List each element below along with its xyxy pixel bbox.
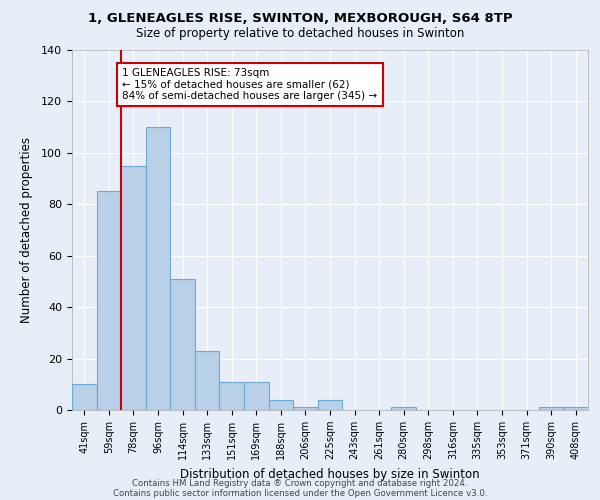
Text: 1, GLENEAGLES RISE, SWINTON, MEXBOROUGH, S64 8TP: 1, GLENEAGLES RISE, SWINTON, MEXBOROUGH,… <box>88 12 512 26</box>
X-axis label: Distribution of detached houses by size in Swinton: Distribution of detached houses by size … <box>180 468 480 480</box>
Bar <box>170 279 195 410</box>
Bar <box>293 408 318 410</box>
Bar <box>244 382 269 410</box>
Y-axis label: Number of detached properties: Number of detached properties <box>20 137 33 323</box>
Bar <box>563 408 588 410</box>
Text: Size of property relative to detached houses in Swinton: Size of property relative to detached ho… <box>136 28 464 40</box>
Bar <box>391 408 416 410</box>
Bar <box>269 400 293 410</box>
Bar <box>220 382 244 410</box>
Bar <box>121 166 146 410</box>
Bar <box>318 400 342 410</box>
Text: 1 GLENEAGLES RISE: 73sqm
← 15% of detached houses are smaller (62)
84% of semi-d: 1 GLENEAGLES RISE: 73sqm ← 15% of detach… <box>122 68 377 101</box>
Bar <box>195 351 220 410</box>
Text: Contains HM Land Registry data ® Crown copyright and database right 2024.: Contains HM Land Registry data ® Crown c… <box>132 478 468 488</box>
Bar <box>146 127 170 410</box>
Text: Contains public sector information licensed under the Open Government Licence v3: Contains public sector information licen… <box>113 488 487 498</box>
Bar <box>72 384 97 410</box>
Bar <box>97 192 121 410</box>
Bar <box>539 408 563 410</box>
